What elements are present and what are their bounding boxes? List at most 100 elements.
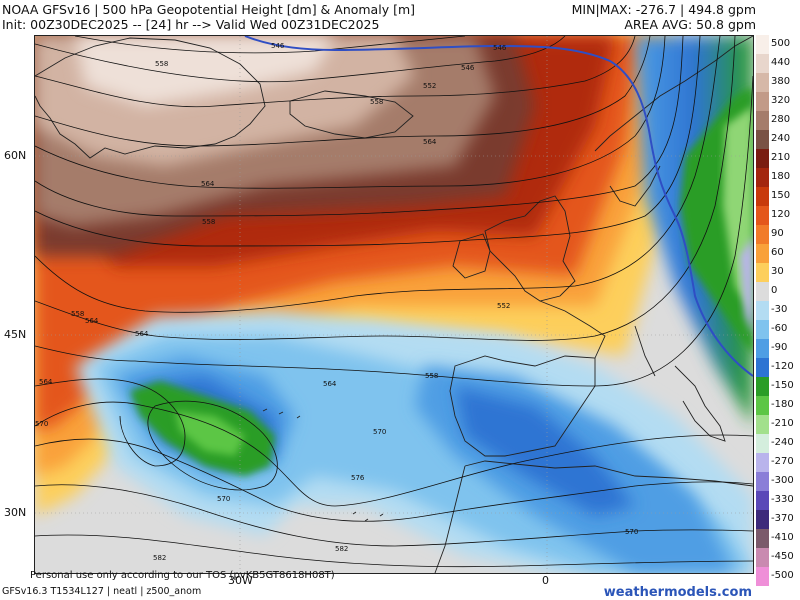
- colorbar-swatch: [756, 510, 769, 529]
- contour-label: 564: [323, 380, 337, 388]
- contour-label: 546: [461, 64, 475, 72]
- anomaly-region-lavender-east: [740, 236, 753, 336]
- anomaly-region-mid-blue: [115, 356, 735, 573]
- colorbar-swatch: [756, 54, 769, 73]
- colorbar-entry: -210: [756, 415, 800, 434]
- contour-label: 564: [201, 180, 215, 188]
- colorbar-label: 280: [771, 114, 791, 125]
- azores-islands: [262, 408, 301, 419]
- colorbar-label: -450: [771, 551, 794, 562]
- colorbar-entry: -150: [756, 377, 800, 396]
- weather-map: 546 546 546 552 552 558 558 558 558 558 …: [34, 35, 754, 574]
- colorbar-label: -300: [771, 475, 794, 486]
- colorbar-swatch: [756, 548, 769, 567]
- area-average-readout: AREA AVG: 50.8 gpm: [624, 17, 756, 32]
- anomaly-colorbar: 500 440 380 320 280 240 210 180 150 120 90 60 30 0 -30…: [756, 35, 800, 587]
- colorbar-swatch: [756, 263, 769, 282]
- colorbar-entry: -500: [756, 567, 800, 586]
- colorbar-swatch: [756, 415, 769, 434]
- colorbar-entry: -270: [756, 453, 800, 472]
- colorbar-swatch: [756, 206, 769, 225]
- colorbar-swatch: [756, 168, 769, 187]
- anomaly-region-green-west-inner: [175, 411, 245, 456]
- colorbar-entry: -240: [756, 434, 800, 453]
- colorbar-entry: 240: [756, 130, 800, 149]
- colorbar-entry: 0: [756, 282, 800, 301]
- colorbar-swatch: [756, 320, 769, 339]
- italy-coast: [674, 365, 726, 442]
- ireland-coast: [452, 233, 491, 279]
- contour-label: 570: [625, 528, 638, 536]
- colorbar-entry: -330: [756, 491, 800, 510]
- colorbar-entry: 60: [756, 244, 800, 263]
- africa-coast: [434, 460, 753, 573]
- model-info: GFSv16.3 T1534L127 | neatl | z500_anom: [2, 586, 202, 597]
- colorbar-swatch: [756, 358, 769, 377]
- colorbar-swatch: [756, 434, 769, 453]
- colorbar-swatch: [756, 73, 769, 92]
- contour-labels: 546 546 546 552 552 558 558 558 558 558 …: [35, 42, 638, 562]
- lat-label-60n: 60N: [4, 149, 27, 162]
- colorbar-label: 440: [771, 57, 791, 68]
- colorbar-swatch: [756, 472, 769, 491]
- min-max-readout: MIN|MAX: -276.7 | 494.8 gpm: [571, 2, 756, 17]
- colorbar-swatch: [756, 339, 769, 358]
- contour-label: 558: [370, 98, 383, 106]
- colorbar-label: -370: [771, 513, 794, 524]
- contour-label: 564: [135, 330, 149, 338]
- colorbar-label: 180: [771, 171, 791, 182]
- colorbar-entry: 320: [756, 92, 800, 111]
- colorbar-label: -30: [771, 304, 788, 315]
- colorbar-entry: -300: [756, 472, 800, 491]
- contour-label: 570: [217, 495, 230, 503]
- colorbar-swatch: [756, 130, 769, 149]
- contour-label: 570: [35, 420, 48, 428]
- init-valid-time: Init: 00Z30DEC2025 -- [24] hr --> Valid …: [2, 17, 380, 32]
- contour-label: 546: [493, 44, 507, 52]
- colorbar-swatch: [756, 567, 769, 586]
- colorbar-label: -150: [771, 380, 794, 391]
- colorbar-label: -500: [771, 570, 794, 581]
- lat-label-45n: 45N: [4, 328, 27, 341]
- greenland-coast: [35, 37, 266, 159]
- tos-note: Personal use only according to our TOS (…: [30, 570, 335, 581]
- lon-label-0: 0: [542, 574, 549, 587]
- contour-label: 552: [423, 82, 436, 90]
- colorbar-label: 380: [771, 76, 791, 87]
- anomaly-region-pale-pink: [75, 36, 335, 106]
- brand-link[interactable]: weathermodels.com: [603, 585, 752, 600]
- colorbar-swatch: [756, 111, 769, 130]
- contour-label: 582: [153, 554, 166, 562]
- colorbar-label: -120: [771, 361, 794, 372]
- colorbar-entry: -90: [756, 339, 800, 358]
- colorbar-label: -330: [771, 494, 794, 505]
- colorbar-label: -240: [771, 437, 794, 448]
- colorbar-entry: 500: [756, 35, 800, 54]
- colorbar-swatch: [756, 92, 769, 111]
- lon-label-30w: 30W: [228, 574, 253, 587]
- france-coast: [539, 300, 656, 377]
- map-title: NOAA GFSv16 | 500 hPa Geopotential Heigh…: [2, 2, 415, 17]
- colorbar-entry: 380: [756, 73, 800, 92]
- contour-label: 570: [373, 428, 386, 436]
- colorbar-label: 60: [771, 247, 784, 258]
- colorbar-label: 0: [771, 285, 778, 296]
- colorbar-entry: -60: [756, 320, 800, 339]
- colorbar-entry: -450: [756, 548, 800, 567]
- iberia-coast: [449, 355, 596, 457]
- coastlines: [35, 36, 753, 573]
- colorbar-swatch: [756, 149, 769, 168]
- contour-label: 564: [423, 138, 437, 146]
- contour-label: 546: [271, 42, 285, 50]
- colorbar-label: 120: [771, 209, 791, 220]
- colorbar-label: 150: [771, 190, 791, 201]
- height-contours: [35, 36, 753, 568]
- colorbar-label: 240: [771, 133, 791, 144]
- colorbar-label: 30: [771, 266, 784, 277]
- colorbar-entry: 280: [756, 111, 800, 130]
- colorbar-label: -210: [771, 418, 794, 429]
- colorbar-swatch: [756, 282, 769, 301]
- colorbar-label: -60: [771, 323, 788, 334]
- iceland-coast: [289, 90, 414, 139]
- contour-label: 582: [335, 545, 348, 553]
